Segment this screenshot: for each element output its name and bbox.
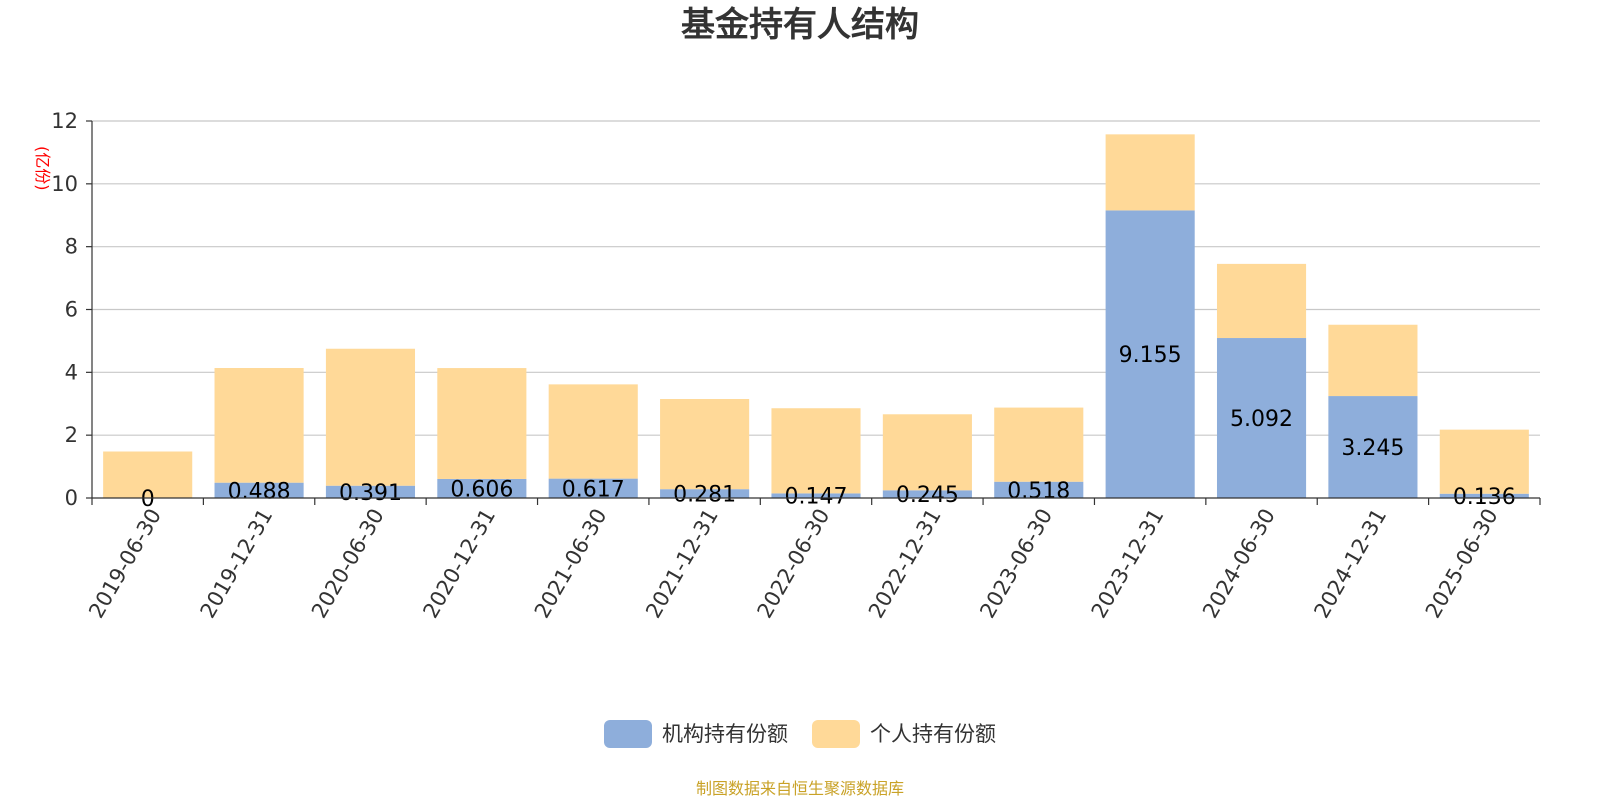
bar-segment-individual: [660, 399, 750, 490]
bar-segment-institutional: [325, 485, 416, 498]
bar-segment-institutional: [214, 482, 304, 498]
bar-value-label: 0: [141, 487, 155, 512]
y-tick-label: 12: [51, 109, 78, 133]
bar-segment-individual: [103, 451, 193, 498]
bar-value-label: 0.281: [673, 483, 736, 508]
bar-segment-institutional: [437, 478, 527, 498]
bar-value-label: 0.518: [1007, 479, 1070, 504]
bar-segment-individual: [325, 348, 416, 486]
bar-value-label: 5.092: [1230, 407, 1293, 432]
bar-value-label: 0.147: [785, 485, 848, 510]
bar-segment-institutional: [660, 489, 750, 498]
bar-value-label: 0.391: [339, 481, 402, 506]
bar-segment-individual: [1328, 324, 1418, 397]
legend-label: 机构持有份额: [662, 722, 788, 746]
x-tick-label: 2021-12-31: [641, 505, 723, 623]
data-labels: 0 0.488 0.391 0.606 0.617 0.281 0.147 0.245 0.51…: [141, 343, 1516, 512]
legend-swatch: [812, 720, 860, 748]
x-tick-label: 2024-06-30: [1198, 505, 1280, 623]
x-tick-label: 2024-12-31: [1309, 505, 1391, 623]
y-tick-label: 10: [51, 172, 78, 196]
y-axis-unit-label: (亿份): [33, 146, 52, 191]
legend: 机构持有份额 个人持有份额: [604, 720, 996, 748]
bar-segment-individual: [1439, 429, 1529, 494]
legend-swatch: [604, 720, 652, 748]
bar-segment-institutional: [1439, 493, 1529, 498]
bar-segment-individual: [214, 367, 304, 483]
x-tick-label: 2022-12-31: [864, 505, 946, 623]
source-note: 制图数据来自恒生聚源数据库: [696, 779, 904, 798]
bar-segment-individual: [437, 368, 527, 479]
bar-segment-institutional: [994, 481, 1084, 498]
y-tick-label: 2: [65, 423, 78, 447]
bar-value-label: 0.606: [450, 477, 513, 502]
bar-segment-individual: [994, 407, 1084, 482]
y-tick-label: 0: [65, 486, 78, 510]
bars: [103, 134, 1529, 498]
y-tick-label: 8: [65, 235, 78, 259]
x-tick-label: 2023-06-30: [975, 505, 1057, 623]
bar-segment-individual: [548, 384, 638, 479]
bar-segment-institutional: [1328, 396, 1418, 498]
x-tick-label: 2020-06-30: [307, 505, 389, 623]
bar-value-label: 0.488: [228, 479, 291, 504]
x-tick-label: 2025-06-30: [1421, 505, 1503, 623]
bar-segment-individual: [1105, 134, 1195, 211]
x-tick-label: 2019-06-30: [84, 505, 166, 623]
bar-value-label: 3.245: [1341, 436, 1404, 461]
bar-segment-institutional: [1105, 210, 1195, 498]
bar-segment-individual: [882, 414, 972, 491]
bar-value-label: 0.245: [896, 483, 959, 508]
bar-segment-individual: [771, 408, 861, 494]
bar-segment-institutional: [1216, 338, 1307, 498]
bar-segment-individual: [1216, 263, 1307, 339]
gridlines: [92, 120, 1540, 436]
x-tick-label: 2021-06-30: [530, 505, 612, 623]
legend-label: 个人持有份额: [870, 722, 996, 746]
bar-segment-institutional: [771, 493, 861, 498]
x-tick-label: 2022-06-30: [753, 505, 835, 623]
bar-value-label: 0.136: [1453, 485, 1516, 510]
x-tick-label: 2020-12-31: [418, 505, 500, 623]
x-tick-label: 2019-12-31: [196, 505, 278, 623]
y-tick-label: 6: [65, 298, 78, 322]
y-tick-label: 4: [65, 360, 78, 384]
bar-segment-institutional: [548, 478, 638, 498]
bar-segment-institutional: [882, 490, 972, 498]
bar-value-label: 9.155: [1119, 343, 1182, 368]
chart-title: 基金持有人结构: [681, 5, 919, 45]
axes: 0 2 4 6 8 10 12 2019-06-30 2019-12-31 2020-06-30 2…: [51, 109, 1541, 623]
x-tick-label: 2023-12-31: [1087, 505, 1169, 623]
